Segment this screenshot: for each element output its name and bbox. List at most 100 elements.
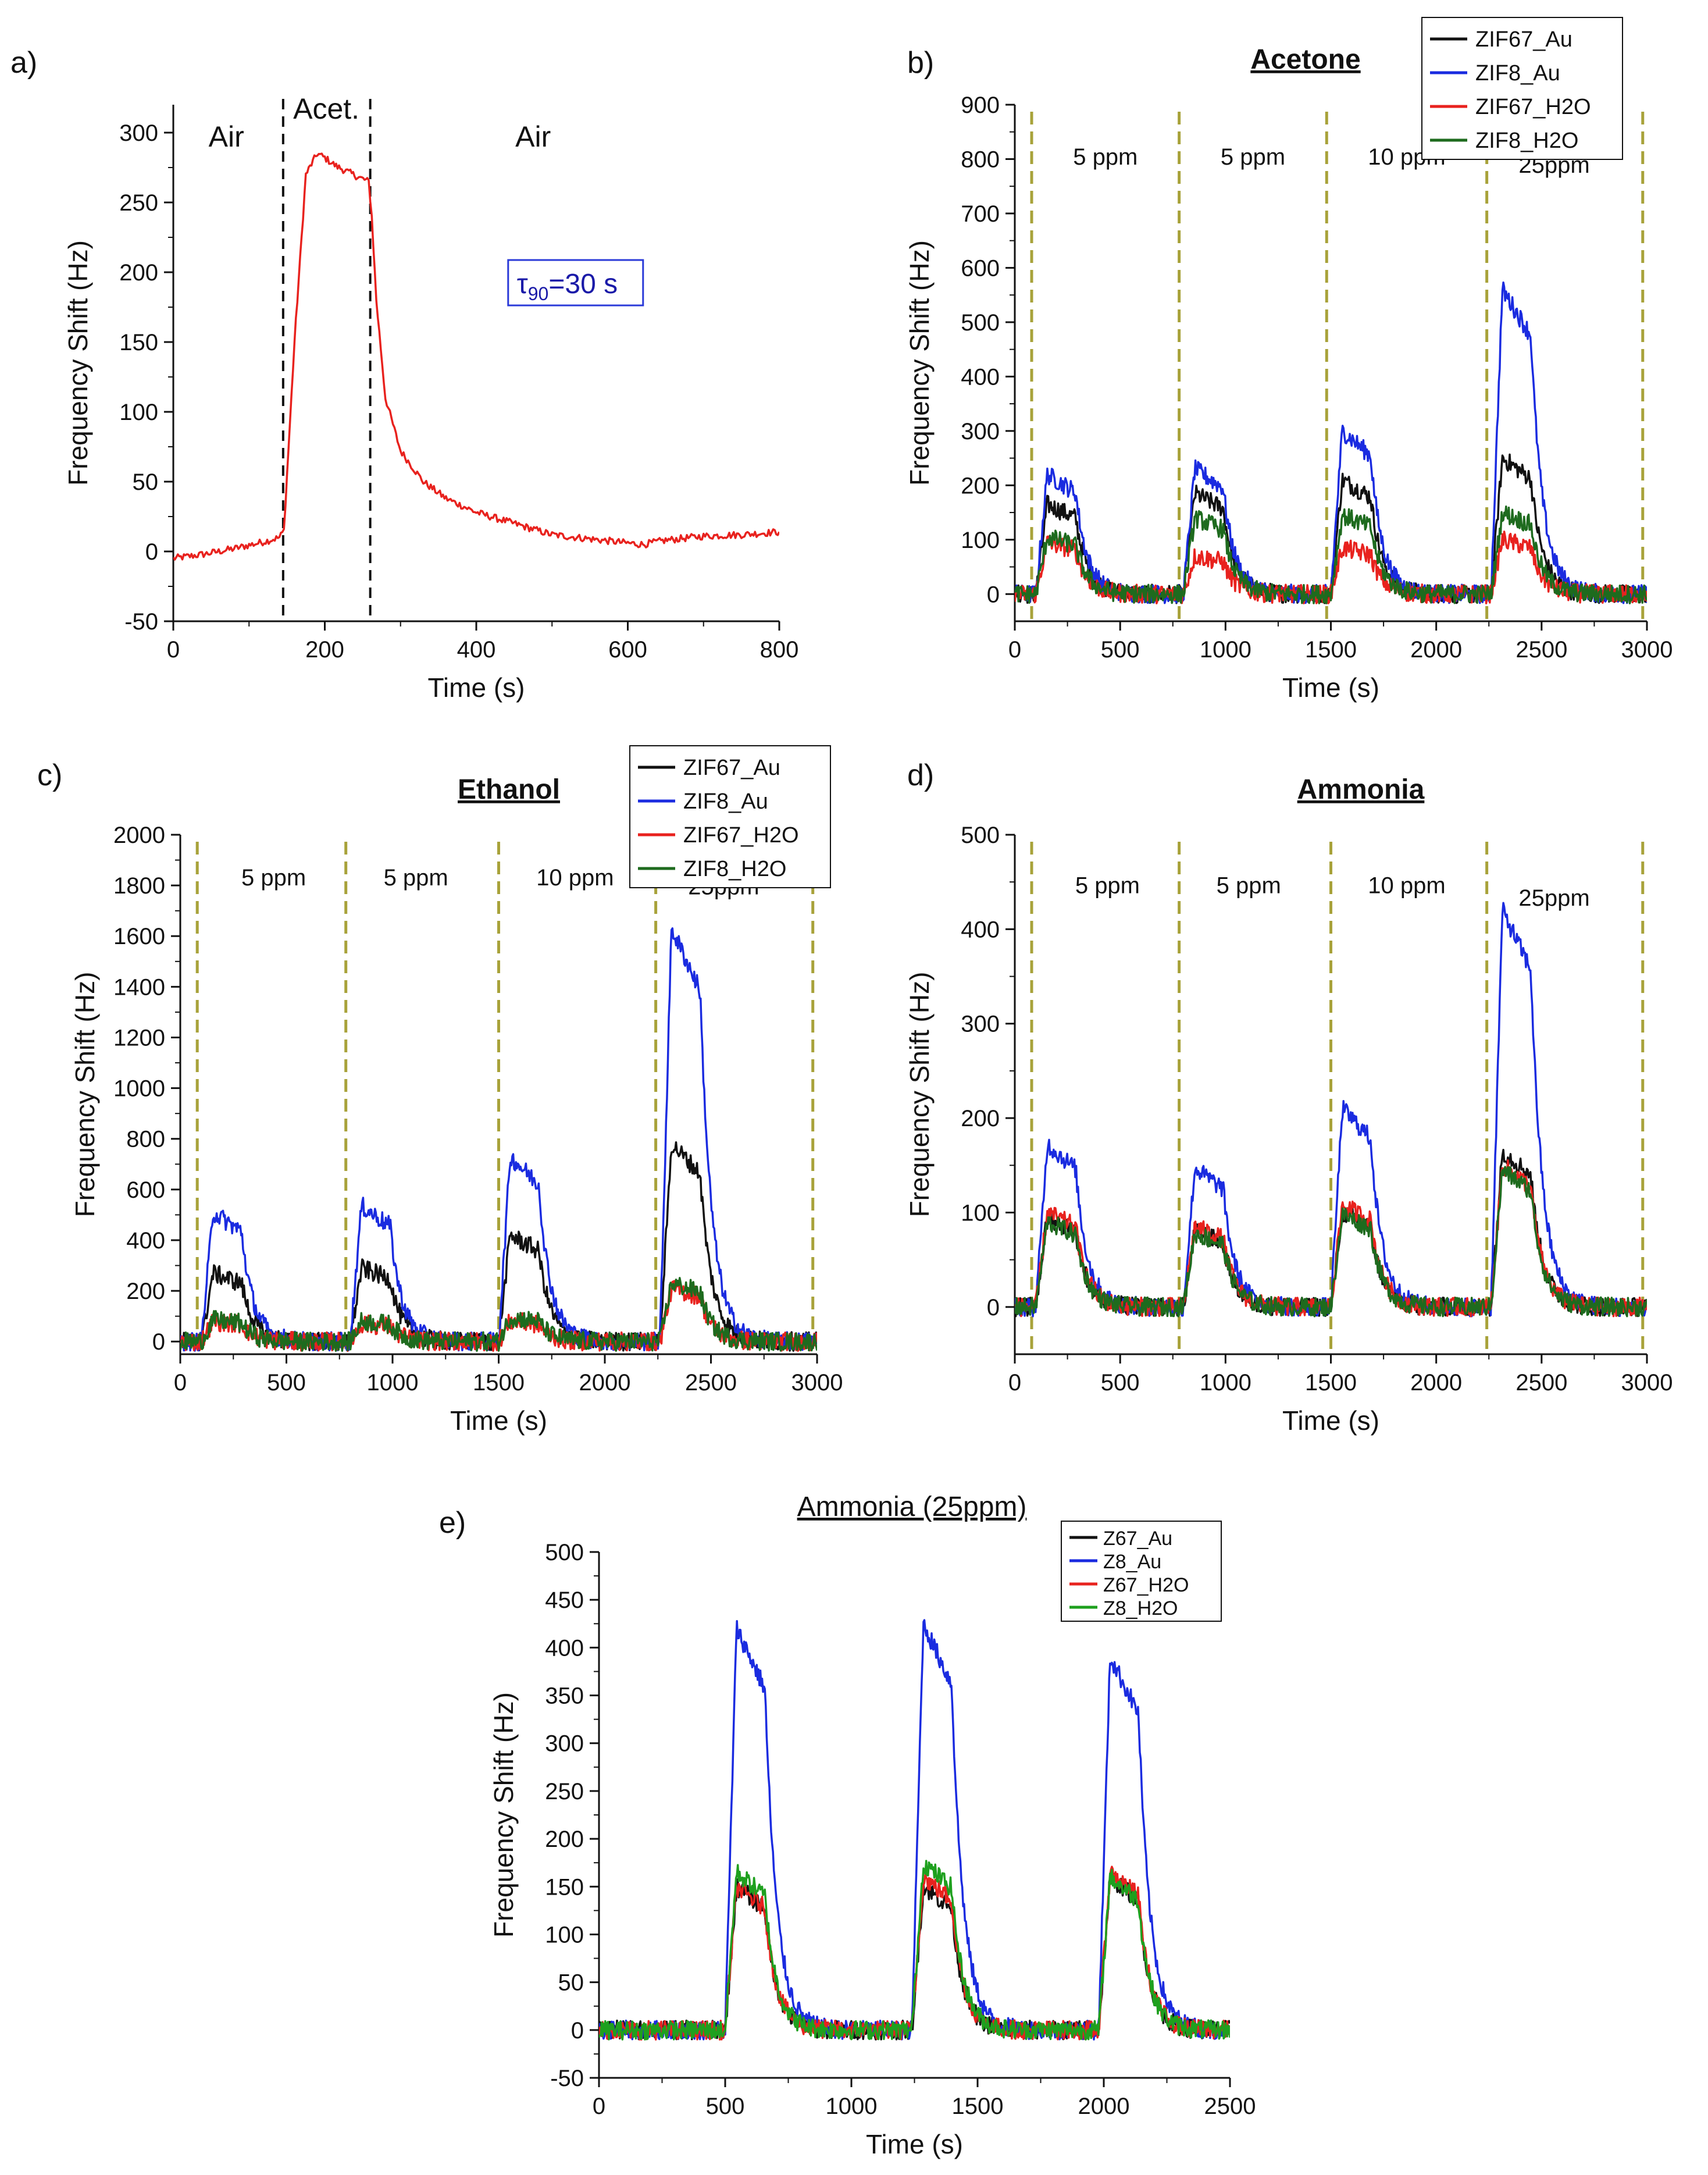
panel-letter: c) — [37, 759, 62, 792]
y-tick-label: 300 — [961, 419, 1000, 444]
y-tick-label: 0 — [152, 1329, 165, 1355]
annotation-subscript: 90 — [528, 283, 549, 304]
chart-title: Ammonia — [1297, 774, 1425, 805]
legend-box — [1421, 17, 1623, 160]
x-tick-label: 3000 — [1621, 637, 1673, 663]
y-tick-label: 700 — [961, 201, 1000, 227]
x-tick-label: 0 — [167, 637, 180, 663]
y-tick-label: 800 — [961, 147, 1000, 172]
x-tick-label: 500 — [706, 2094, 745, 2119]
y-tick-label: 400 — [545, 1635, 584, 1661]
panel-letter: e) — [439, 1506, 466, 1540]
annotation-box — [507, 259, 644, 307]
y-tick-label: 2000 — [113, 823, 165, 848]
x-tick-label: 2000 — [579, 1370, 631, 1396]
y-tick-label: 300 — [961, 1012, 1000, 1037]
panel-letter: a) — [10, 46, 37, 80]
y-tick-label: 250 — [119, 190, 158, 216]
y-tick-label: 0 — [145, 539, 158, 565]
y-tick-label: 200 — [961, 473, 1000, 499]
x-tick-label: 500 — [267, 1370, 306, 1396]
y-axis-title: Frequency Shift (Hz) — [70, 972, 100, 1218]
x-tick-label: 1500 — [473, 1370, 525, 1396]
x-tick-label: 0 — [1008, 1370, 1021, 1396]
legend-label: ZIF67_Au — [1475, 27, 1572, 52]
x-tick-label: 2000 — [1410, 1370, 1462, 1396]
y-tick-label: 600 — [126, 1177, 165, 1203]
y-tick-label: 900 — [961, 92, 1000, 118]
x-tick-label: 1500 — [952, 2094, 1004, 2119]
x-tick-label: 3000 — [1621, 1370, 1673, 1396]
x-tick-label: 0 — [174, 1370, 187, 1396]
x-tick-label: 500 — [1101, 637, 1140, 663]
y-tick-label: 400 — [126, 1228, 165, 1254]
y-tick-label: 1000 — [113, 1076, 165, 1102]
x-tick-label: 2000 — [1078, 2094, 1130, 2119]
x-tick-label: 1000 — [1200, 1370, 1251, 1396]
y-tick-label: 0 — [571, 2018, 584, 2044]
y-tick-label: 300 — [119, 120, 158, 146]
x-tick-label: 3000 — [791, 1370, 843, 1396]
series-line-Z8_H2O — [599, 1860, 1230, 2041]
legend-label: ZIF8_H2O — [683, 857, 786, 881]
chart-title: Acetone — [1250, 44, 1360, 75]
y-tick-label: 450 — [545, 1587, 584, 1613]
x-tick-label: 400 — [457, 637, 496, 663]
y-axis-title: Frequency Shift (Hz) — [63, 240, 93, 486]
y-tick-label: 150 — [119, 330, 158, 355]
y-tick-label: 350 — [545, 1683, 584, 1709]
y-tick-label: 100 — [545, 1922, 584, 1948]
region-label: Air — [515, 120, 551, 153]
y-tick-label: 1600 — [113, 924, 165, 949]
y-tick-label: 100 — [961, 1200, 1000, 1226]
series-line-response — [173, 152, 779, 561]
concentration-label: 10 ppm — [536, 865, 614, 891]
y-tick-label: 500 — [545, 1540, 584, 1565]
chart-panel-a: a) 0 200 400 600 800 -50 0 50 100 150 200 250 300 Time… — [10, 46, 798, 703]
legend-label: Z67_H2O — [1103, 1574, 1189, 1596]
x-axis-title: Time (s) — [1282, 672, 1379, 703]
x-tick-label: 200 — [305, 637, 344, 663]
y-tick-label: -50 — [550, 2066, 584, 2091]
x-tick-label: 0 — [593, 2094, 605, 2119]
legend-label: Z67_Au — [1103, 1528, 1172, 1550]
x-axis-title: Time (s) — [450, 1405, 547, 1436]
chart-panel-e: e) 0 500 1000 1500 2000 2500 -50 0 50 100 150 200 250… — [439, 1491, 1256, 2159]
x-tick-label: 800 — [760, 637, 799, 663]
y-tick-label: 250 — [545, 1779, 584, 1804]
y-tick-label: 500 — [961, 310, 1000, 336]
series-line-ZIF8_H2O — [1015, 1166, 1647, 1318]
x-tick-label: 2500 — [1516, 1370, 1567, 1396]
y-axis-title: Frequency Shift (Hz) — [488, 1692, 519, 1938]
legend-label: Z8_H2O — [1103, 1597, 1178, 1619]
x-axis-title: Time (s) — [428, 672, 525, 703]
x-tick-label: 2500 — [1204, 2094, 1256, 2119]
concentration-label: 5 ppm — [384, 865, 448, 891]
y-tick-label: 100 — [119, 400, 158, 425]
legend-label: ZIF8_Au — [683, 789, 768, 814]
y-tick-label: 0 — [987, 582, 1000, 607]
concentration-label: 5 ppm — [1221, 144, 1285, 170]
x-tick-label: 0 — [1008, 637, 1021, 663]
legend-label: ZIF67_Au — [683, 756, 780, 780]
x-tick-label: 500 — [1101, 1370, 1140, 1396]
legend-box — [629, 745, 831, 888]
y-tick-label: 100 — [961, 528, 1000, 553]
y-tick-label: 600 — [961, 255, 1000, 281]
panel-letter: b) — [907, 46, 934, 80]
legend-label: ZIF67_H2O — [683, 823, 799, 848]
y-tick-label: 0 — [987, 1295, 1000, 1320]
annotation-value: =30 s — [548, 269, 618, 300]
panel-letter: d) — [907, 759, 934, 792]
concentration-label: 25ppm — [1518, 885, 1589, 911]
legend-label: ZIF8_Au — [1475, 61, 1560, 86]
y-tick-label: 200 — [961, 1106, 1000, 1131]
legend-label: Z8_Au — [1103, 1551, 1161, 1573]
y-tick-label: 50 — [558, 1970, 584, 1996]
region-label: Acet. — [293, 92, 359, 125]
x-axis-title: Time (s) — [1282, 1405, 1379, 1436]
y-tick-label: -50 — [124, 609, 158, 635]
concentration-label: 5 ppm — [241, 865, 306, 891]
y-tick-label: 150 — [545, 1874, 584, 1900]
